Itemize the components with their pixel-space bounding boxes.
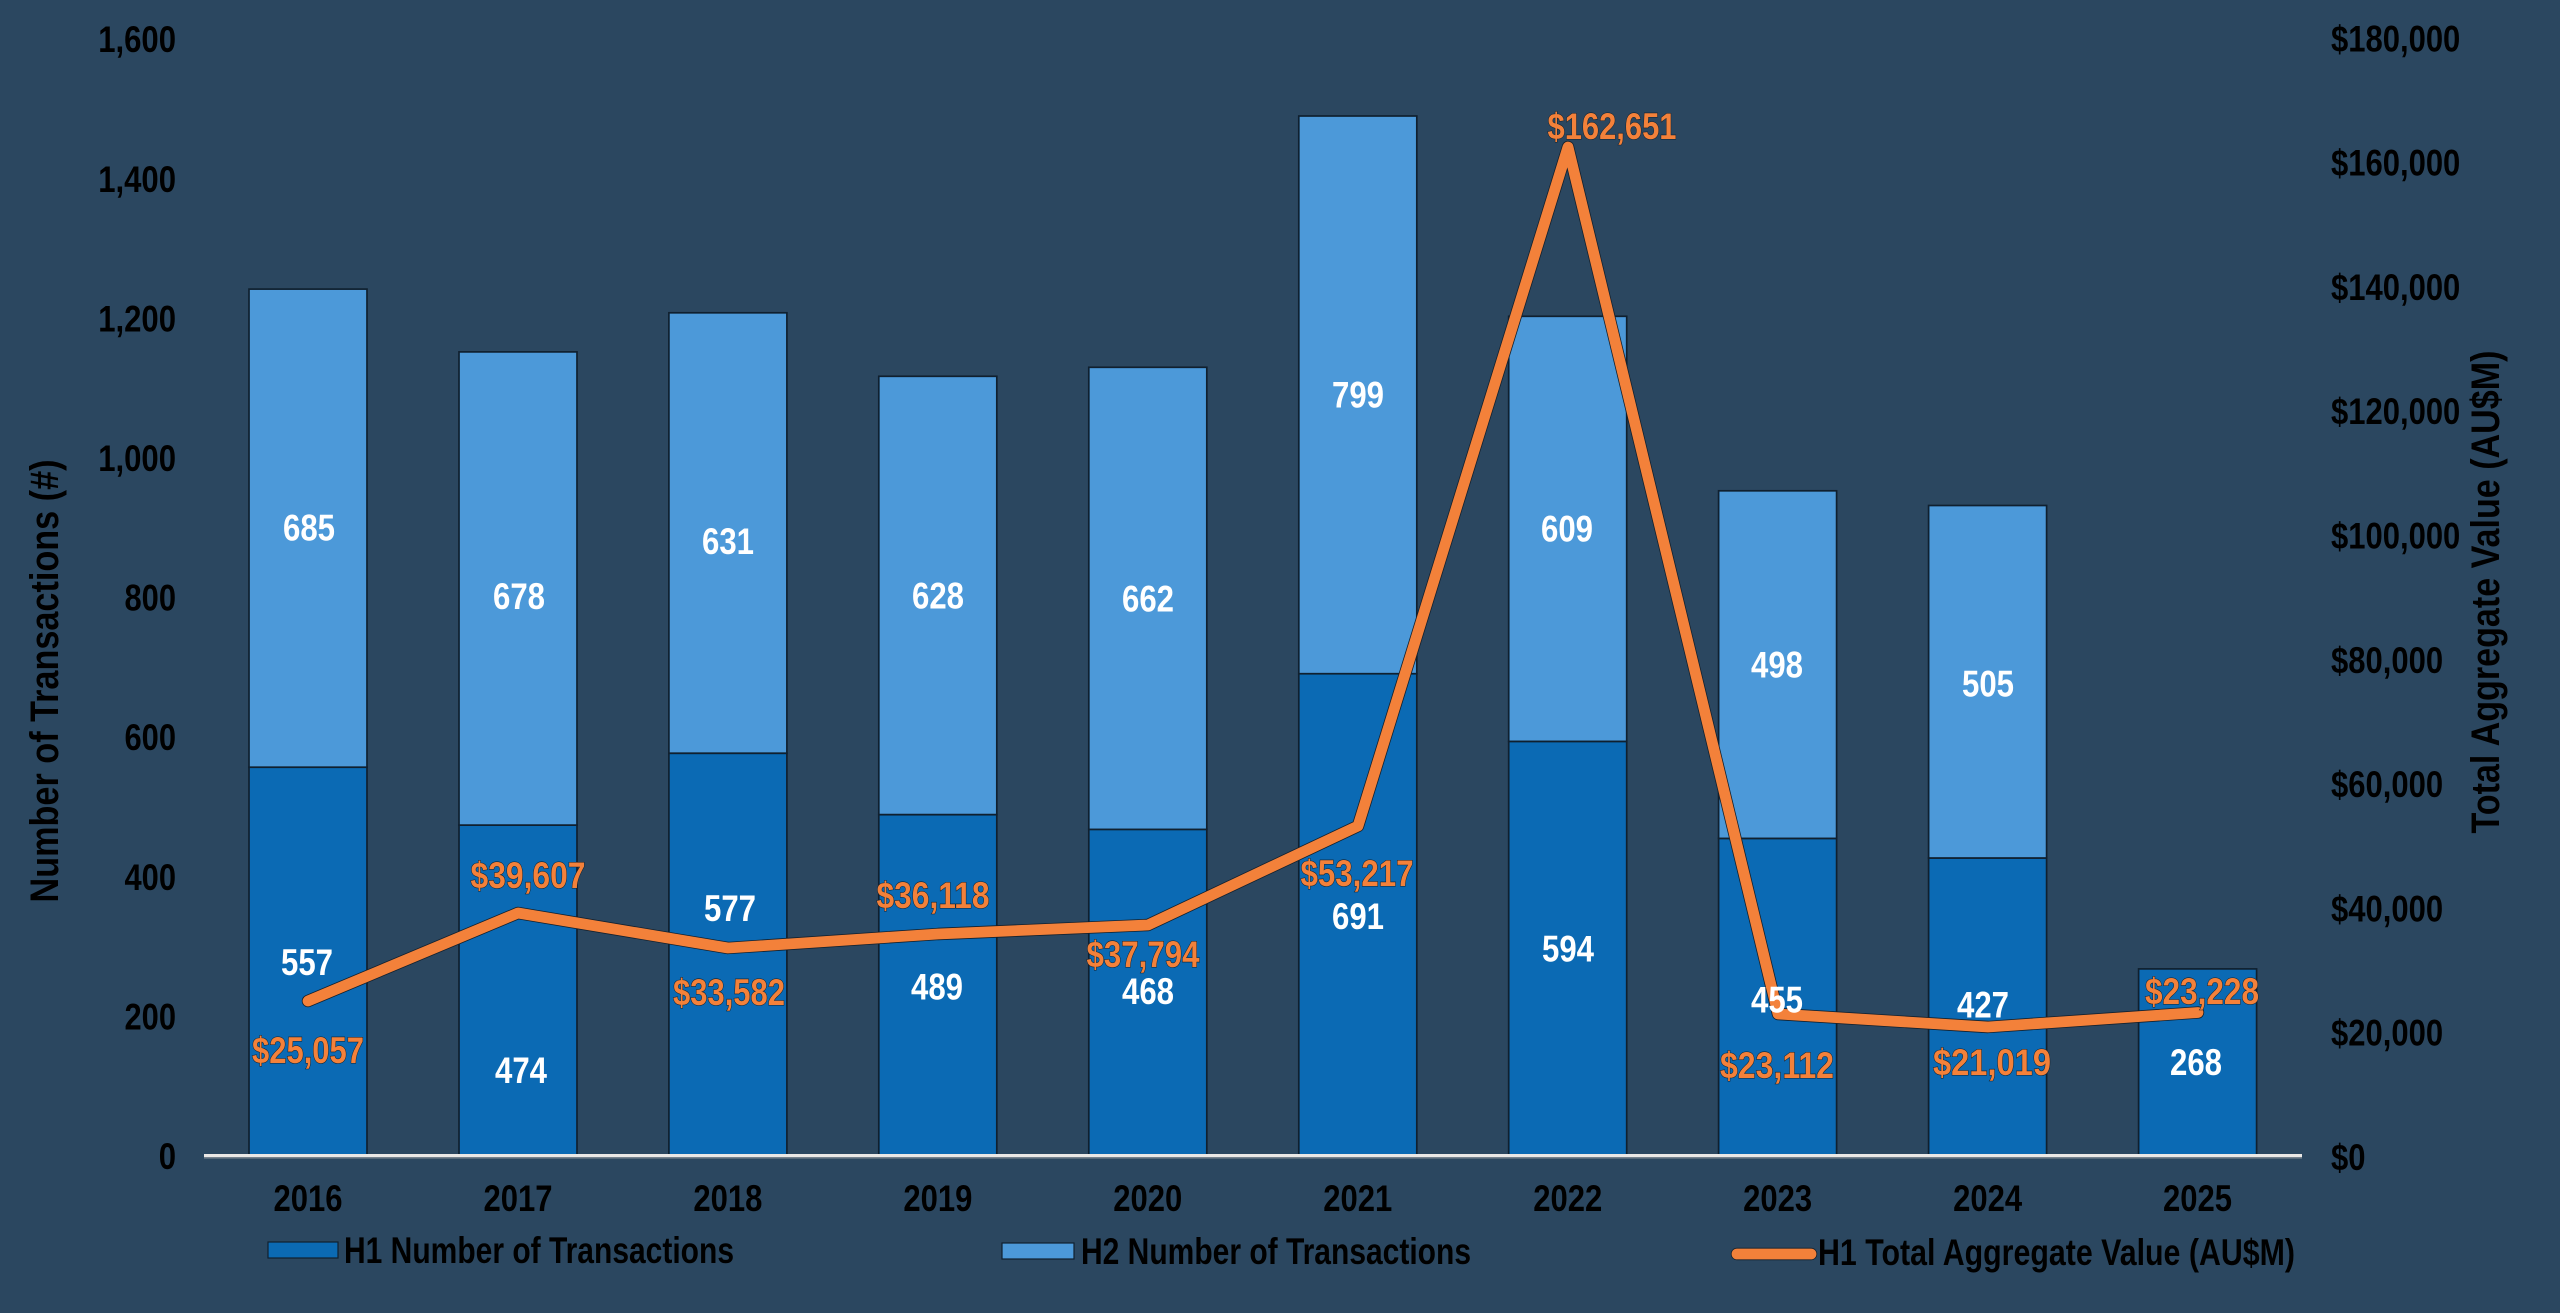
svg-text:2018: 2018 (693, 1178, 762, 1219)
svg-text:691: 691 (1332, 896, 1384, 937)
svg-text:1,200: 1,200 (98, 298, 176, 339)
svg-text:$140,000: $140,000 (2331, 267, 2460, 308)
svg-text:2022: 2022 (1533, 1178, 1602, 1219)
svg-text:2021: 2021 (1323, 1178, 1392, 1219)
svg-text:400: 400 (125, 857, 177, 898)
svg-text:Total Aggregate Value (AU$M): Total Aggregate Value (AU$M) (2464, 351, 2508, 834)
svg-text:$39,607: $39,607 (471, 855, 586, 896)
svg-text:474: 474 (495, 1050, 547, 1091)
svg-text:2020: 2020 (1113, 1178, 1182, 1219)
svg-text:2017: 2017 (483, 1178, 552, 1219)
svg-text:$0: $0 (2331, 1137, 2366, 1178)
svg-text:$36,118: $36,118 (877, 875, 990, 916)
svg-text:577: 577 (704, 888, 756, 929)
svg-text:1,400: 1,400 (98, 159, 176, 200)
svg-text:268: 268 (2170, 1042, 2222, 1083)
svg-text:628: 628 (912, 576, 964, 617)
svg-text:799: 799 (1332, 375, 1384, 416)
svg-text:$33,582: $33,582 (673, 972, 785, 1013)
svg-text:$160,000: $160,000 (2331, 143, 2460, 184)
svg-text:H2 Number of Transactions: H2 Number of Transactions (1081, 1231, 1471, 1272)
svg-text:$120,000: $120,000 (2331, 391, 2460, 432)
svg-text:$21,019: $21,019 (1933, 1042, 2051, 1083)
svg-text:$40,000: $40,000 (2331, 888, 2443, 929)
svg-text:$25,057: $25,057 (252, 1030, 364, 1071)
svg-text:$23,112: $23,112 (1720, 1045, 1834, 1086)
svg-text:200: 200 (125, 996, 177, 1037)
svg-text:$23,228: $23,228 (2145, 971, 2259, 1012)
svg-text:489: 489 (911, 967, 963, 1008)
svg-text:H1 Number of Transactions: H1 Number of Transactions (344, 1230, 734, 1271)
svg-text:498: 498 (1751, 645, 1803, 686)
svg-text:$180,000: $180,000 (2331, 18, 2460, 59)
svg-text:631: 631 (702, 521, 754, 562)
svg-text:505: 505 (1962, 664, 2014, 705)
svg-text:678: 678 (493, 576, 545, 617)
svg-text:800: 800 (125, 578, 177, 619)
svg-text:2025: 2025 (2163, 1178, 2232, 1219)
svg-text:$20,000: $20,000 (2331, 1013, 2443, 1054)
svg-text:662: 662 (1122, 579, 1174, 620)
svg-text:609: 609 (1541, 509, 1593, 550)
svg-text:$37,794: $37,794 (1087, 934, 1200, 975)
svg-text:427: 427 (1957, 985, 2009, 1026)
svg-text:$60,000: $60,000 (2331, 764, 2443, 805)
svg-text:600: 600 (125, 717, 177, 758)
svg-text:Number of Transactions (#): Number of Transactions (#) (23, 460, 67, 903)
svg-text:557: 557 (281, 942, 333, 983)
svg-text:$162,651: $162,651 (1548, 106, 1677, 147)
svg-text:0: 0 (159, 1136, 176, 1177)
svg-text:H1 Total Aggregate Value (AU$M: H1 Total Aggregate Value (AU$M) (1818, 1232, 2295, 1273)
svg-text:685: 685 (283, 508, 335, 549)
svg-text:$100,000: $100,000 (2331, 516, 2460, 557)
svg-text:455: 455 (1751, 980, 1803, 1021)
svg-text:594: 594 (1542, 929, 1594, 970)
svg-text:1,600: 1,600 (98, 19, 176, 60)
svg-text:2016: 2016 (274, 1178, 343, 1219)
svg-text:468: 468 (1122, 971, 1174, 1012)
svg-text:2023: 2023 (1743, 1178, 1812, 1219)
svg-text:2024: 2024 (1953, 1178, 2022, 1219)
svg-text:2019: 2019 (903, 1178, 972, 1219)
svg-text:1,000: 1,000 (98, 438, 176, 479)
svg-text:$53,217: $53,217 (1301, 853, 1414, 894)
svg-text:$80,000: $80,000 (2331, 640, 2443, 681)
